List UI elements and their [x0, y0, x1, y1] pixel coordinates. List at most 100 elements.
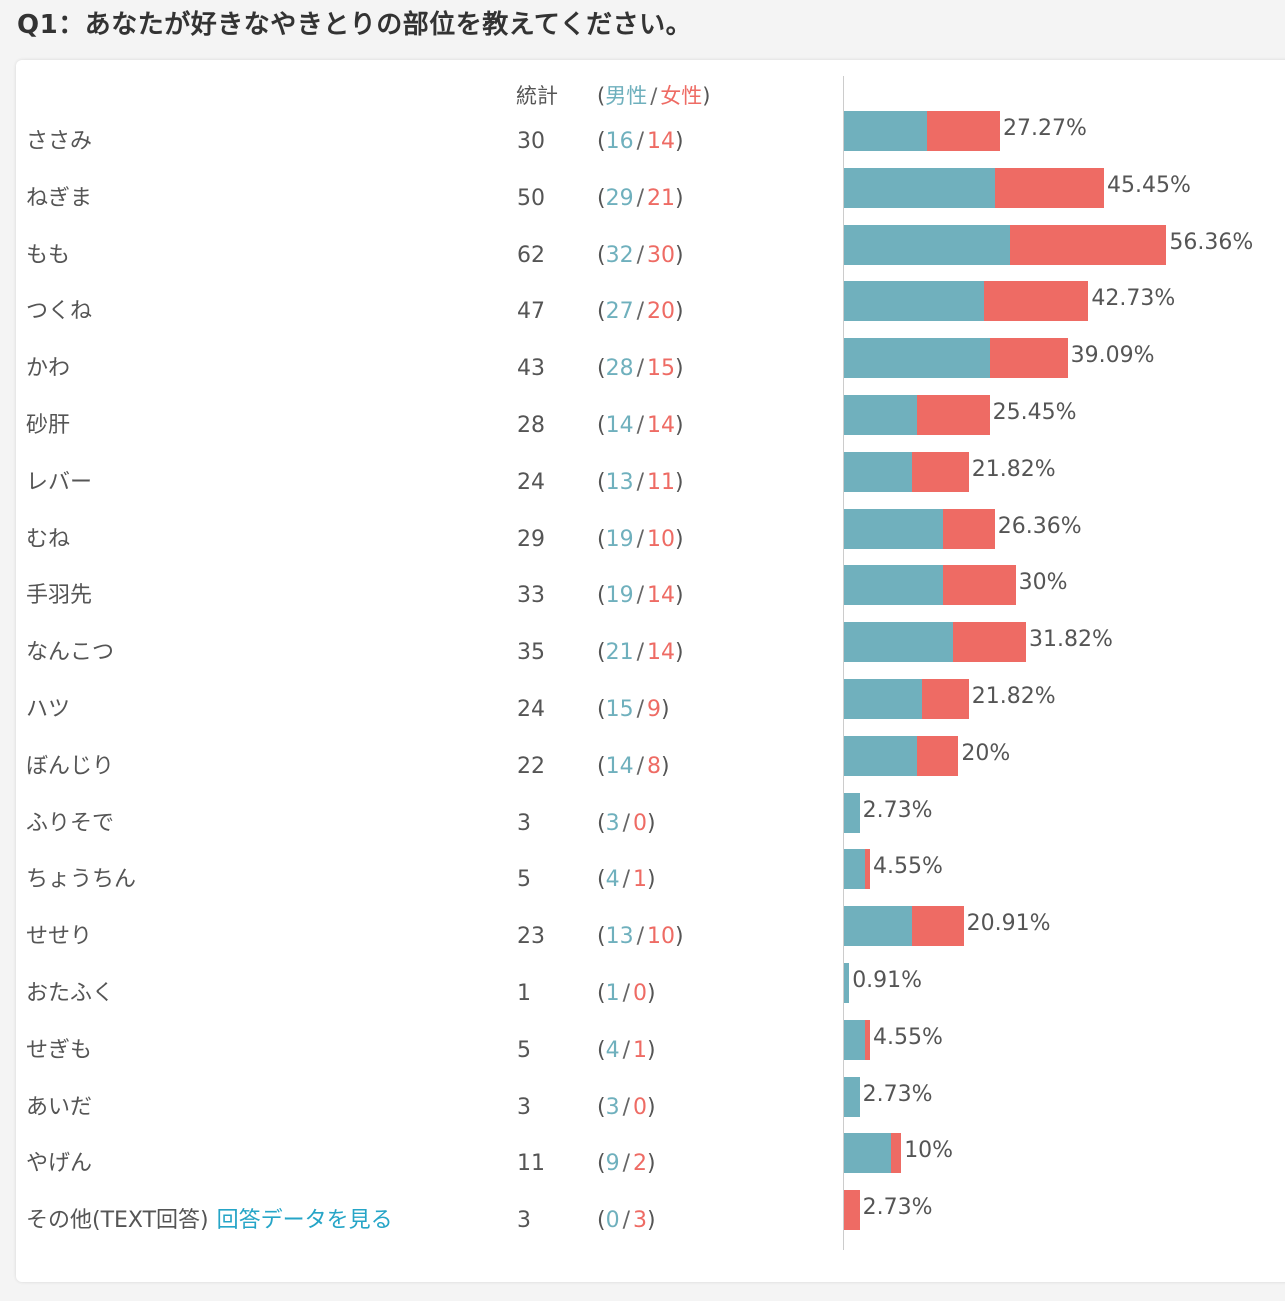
male-count: 13: [605, 469, 634, 495]
separator: /: [636, 583, 645, 609]
header-close-paren: ): [702, 84, 711, 108]
view-answers-link[interactable]: 回答データを見る: [216, 1208, 393, 1234]
row-total: 1: [517, 981, 531, 1006]
row-gender-breakdown: (0/3): [597, 1208, 656, 1234]
data-label-percent: 20.91%: [966, 911, 1051, 937]
separator: /: [622, 981, 631, 1006]
header-gender: (男性 / 女性): [597, 80, 710, 110]
row-total: 3: [517, 1094, 531, 1120]
male-count: 27: [605, 299, 634, 325]
bar-segment-male: [844, 1076, 860, 1117]
female-count: 30: [647, 242, 676, 268]
separator: /: [622, 1037, 631, 1063]
row-label-text: やげん: [26, 1151, 93, 1177]
bar-segment-male: [844, 1133, 891, 1174]
female-count: 11: [647, 469, 676, 495]
table-row: あいだ 3 (3/0) 2.73%: [0, 1076, 1285, 1152]
row-label: レバー: [26, 470, 92, 496]
row-total: 35: [517, 640, 545, 666]
close-paren: ): [647, 981, 656, 1006]
open-paren: (: [597, 1151, 606, 1177]
row-total: 3: [517, 1208, 531, 1234]
data-label-percent: 21.82%: [971, 684, 1056, 709]
bar-segment-male: [844, 111, 928, 151]
row-label-text: レバー: [26, 469, 93, 495]
row-label: 砂肝: [26, 413, 70, 439]
data-label-percent: 30%: [1018, 570, 1068, 596]
data-label-percent: 4.55%: [873, 1024, 943, 1050]
male-count: 0: [605, 1208, 620, 1234]
table-row: つくね 47 (27/20) 42.73%: [0, 281, 1285, 356]
separator: /: [636, 469, 645, 495]
open-paren: (: [597, 867, 606, 893]
data-label-percent: 2.73%: [862, 1195, 933, 1221]
table-row: ささみ 30 (16/14) 27.27%: [0, 111, 1285, 186]
open-paren: (: [597, 469, 606, 495]
row-label-text: ささみ: [26, 129, 93, 154]
row-label: むね: [26, 527, 70, 553]
separator: /: [636, 697, 645, 722]
open-paren: (: [597, 753, 606, 779]
female-count: 2: [633, 1151, 648, 1177]
male-count: 19: [605, 583, 634, 609]
row-gender-breakdown: (9/2): [597, 1151, 656, 1177]
male-count: 13: [605, 924, 634, 950]
row-gender-breakdown: (13/11): [597, 470, 684, 496]
close-paren: ): [675, 413, 684, 438]
row-total: 33: [517, 583, 545, 609]
separator: /: [636, 242, 645, 268]
close-paren: ): [647, 867, 656, 893]
male-count: 3: [605, 1094, 620, 1120]
row-label: その他(TEXT回答) 回答データを見る: [26, 1208, 393, 1234]
bar-segment-male: [844, 906, 912, 947]
row-label: もも: [26, 243, 70, 269]
bar-segment-male: [844, 849, 865, 890]
bar-segment-female: [942, 508, 995, 549]
separator: /: [636, 413, 645, 438]
bar-segment-male: [844, 508, 943, 549]
row-gender-breakdown: (32/30): [597, 243, 684, 269]
data-label-percent: 27.27%: [1003, 116, 1087, 141]
female-count: 9: [647, 697, 662, 722]
bar-segment-female: [922, 679, 969, 719]
row-label-text: つくね: [26, 299, 93, 325]
row-label: かわ: [26, 356, 70, 382]
bar-segment-male: [844, 167, 995, 208]
row-label: せせり: [26, 924, 92, 950]
row-label: やげん: [26, 1151, 92, 1177]
row-gender-breakdown: (14/8): [597, 754, 670, 780]
female-count: 14: [647, 640, 676, 666]
separator: /: [622, 1151, 631, 1177]
bar-segment-female: [942, 565, 1016, 606]
bar-segment-female: [911, 906, 964, 947]
bar-segment-male: [844, 224, 1011, 265]
row-label: せぎも: [26, 1038, 92, 1064]
row-total: 5: [517, 867, 531, 893]
separator: /: [622, 1208, 631, 1234]
row-label-text: ぼんじり: [26, 753, 115, 779]
row-label-text: 砂肝: [26, 413, 71, 438]
open-paren: (: [597, 526, 606, 552]
row-label-text: ハツ: [26, 697, 71, 722]
male-count: 16: [605, 129, 634, 154]
close-paren: ): [675, 299, 684, 325]
row-total: 30: [517, 129, 545, 154]
separator: /: [636, 185, 645, 211]
close-paren: ): [675, 242, 684, 268]
male-count: 29: [605, 185, 634, 211]
data-label-percent: 45.45%: [1107, 172, 1191, 198]
row-label: ふりそで: [26, 811, 114, 837]
table-row: ぼんじり 22 (14/8) 20%: [0, 735, 1285, 811]
row-total: 62: [517, 242, 545, 268]
data-label-percent: 56.36%: [1169, 229, 1254, 255]
female-count: 20: [647, 299, 676, 325]
bar-segment-female: [994, 167, 1104, 208]
table-row: ちょうちん 5 (4/1) 4.55%: [0, 849, 1285, 924]
row-label-text: せせり: [26, 924, 93, 950]
row-total: 43: [517, 356, 545, 382]
bar-segment-male: [844, 622, 954, 663]
close-paren: ): [675, 924, 684, 950]
bar-segment-male: [844, 735, 917, 776]
row-label: 手羽先: [26, 583, 92, 609]
female-count: 21: [647, 185, 676, 211]
